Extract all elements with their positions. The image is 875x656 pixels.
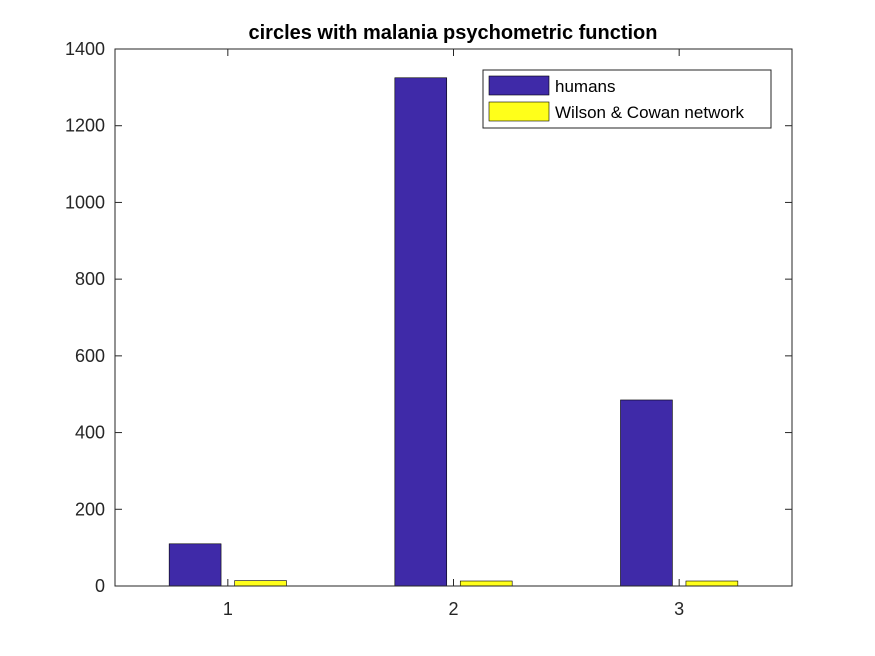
x-axis: 1 2 3 — [223, 49, 684, 619]
legend-swatch-humans — [488, 75, 550, 96]
x-tick-label: 1 — [223, 599, 233, 619]
y-tick-label: 1400 — [65, 39, 105, 59]
bar-wilson-cowan-1 — [234, 580, 287, 587]
bar-wilson-cowan-3 — [685, 580, 739, 587]
bar-wilson-cowan-2 — [459, 580, 513, 587]
x-tick-label: 3 — [674, 599, 684, 619]
legend-swatch-wilson-cowan — [488, 101, 550, 122]
bars-group — [168, 77, 739, 587]
y-axis: 0 200 400 600 800 1000 1200 1400 — [65, 39, 792, 596]
bar-humans-1 — [168, 543, 222, 587]
bar-humans-2 — [394, 77, 448, 587]
legend-label-humans: humans — [555, 77, 615, 96]
bar-humans-3 — [620, 399, 673, 587]
legend-label-wilson-cowan: Wilson & Cowan network — [555, 103, 744, 122]
y-tick-label: 600 — [75, 346, 105, 366]
y-tick-label: 800 — [75, 269, 105, 289]
chart-title: circles with malania psychometric functi… — [248, 22, 657, 44]
legend: humans Wilson & Cowan network — [482, 69, 772, 129]
y-tick-label: 1200 — [65, 116, 105, 136]
y-tick-label: 0 — [95, 576, 105, 596]
y-tick-label: 1000 — [65, 192, 105, 212]
y-tick-label: 200 — [75, 499, 105, 519]
y-tick-label: 400 — [75, 423, 105, 443]
x-tick-label: 2 — [448, 599, 458, 619]
